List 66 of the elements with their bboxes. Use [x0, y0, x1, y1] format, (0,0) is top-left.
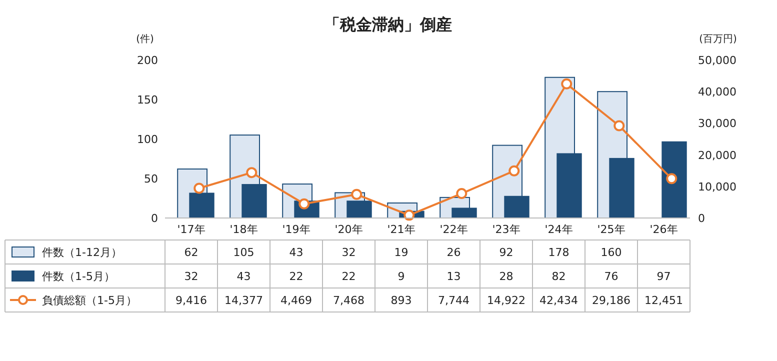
y2-tick-label: 10,000: [698, 180, 736, 194]
data-label: 178: [548, 246, 570, 259]
y2-axis-title: (百万円): [699, 34, 737, 45]
x-tick-label: '26年: [650, 223, 678, 236]
point: [614, 120, 625, 132]
data-label: 32: [184, 270, 198, 283]
point: [561, 78, 572, 90]
x-tick-label: '22年: [440, 223, 468, 236]
data-label: 97: [656, 270, 671, 283]
data-label: 14,377: [224, 294, 263, 307]
data-label: 105: [233, 246, 254, 259]
data-label: 22: [342, 270, 356, 283]
point: [351, 188, 362, 200]
data-label: 160: [600, 246, 622, 259]
data-label: 32: [342, 246, 356, 259]
y-tick-label: 100: [137, 133, 158, 146]
data-label: 42,434: [540, 294, 578, 307]
y-tick-label: 50: [144, 172, 158, 186]
y2-tick-label: 30,000: [698, 117, 736, 130]
x-tick-label: '21年: [387, 223, 416, 236]
legend-label: 件数（1-12月）: [42, 246, 122, 259]
point: [194, 182, 205, 194]
data-label: 13: [446, 270, 461, 283]
data-label: 14,922: [487, 294, 526, 307]
bar: [662, 141, 687, 218]
x-tick-label: '18年: [230, 223, 258, 236]
data-label: 82: [552, 270, 566, 283]
data-label: 76: [604, 270, 618, 283]
point: [508, 165, 520, 176]
legend-label: 負債総額（1-5月）: [42, 294, 137, 307]
y2-tick-label: 40,000: [698, 86, 736, 99]
x-tick-label: '24年: [544, 223, 573, 236]
point: [666, 173, 678, 184]
legend-label: 件数（1-5月）: [42, 270, 115, 283]
y2-tick-label: 20,000: [698, 148, 736, 162]
data-label: 4,469: [280, 294, 312, 307]
data-label: 43: [289, 246, 304, 259]
x-tick-label: '17年: [177, 223, 206, 236]
data-label: 29,186: [592, 294, 630, 307]
data-label: 12,451: [644, 294, 683, 307]
point: [246, 167, 258, 178]
data-label: 19: [394, 246, 408, 259]
point: [404, 210, 415, 221]
y-tick-label: 0: [151, 212, 158, 225]
data-label: 43: [236, 270, 251, 283]
y-axis-title: (件): [136, 34, 154, 45]
y-tick-label: 200: [137, 54, 158, 67]
data-label: 893: [390, 294, 412, 307]
data-label: 7,744: [438, 294, 470, 307]
data-label: 28: [499, 270, 514, 283]
chart-title: 「税金滞納」倒産: [324, 15, 452, 34]
data-label: 7,468: [333, 294, 364, 307]
x-tick-label: '19年: [282, 223, 310, 236]
point: [456, 188, 468, 200]
x-tick-label: '25年: [597, 223, 626, 236]
data-label: 26: [446, 246, 461, 259]
data-label: 9: [398, 270, 405, 283]
data-label: 92: [499, 246, 514, 259]
data-label: 9,416: [176, 294, 207, 307]
data-label: 22: [289, 270, 304, 283]
data-label: 62: [184, 246, 198, 259]
y2-tick-label: 0: [698, 212, 705, 225]
y-tick-label: 150: [137, 94, 158, 106]
y2-tick-label: 50,000: [698, 54, 736, 67]
x-tick-label: '23年: [492, 223, 520, 236]
x-tick-label: '20年: [334, 223, 363, 236]
